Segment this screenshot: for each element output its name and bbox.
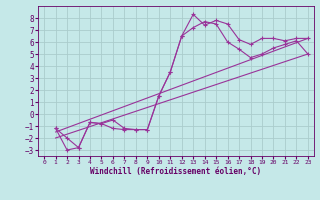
X-axis label: Windchill (Refroidissement éolien,°C): Windchill (Refroidissement éolien,°C)	[91, 167, 261, 176]
